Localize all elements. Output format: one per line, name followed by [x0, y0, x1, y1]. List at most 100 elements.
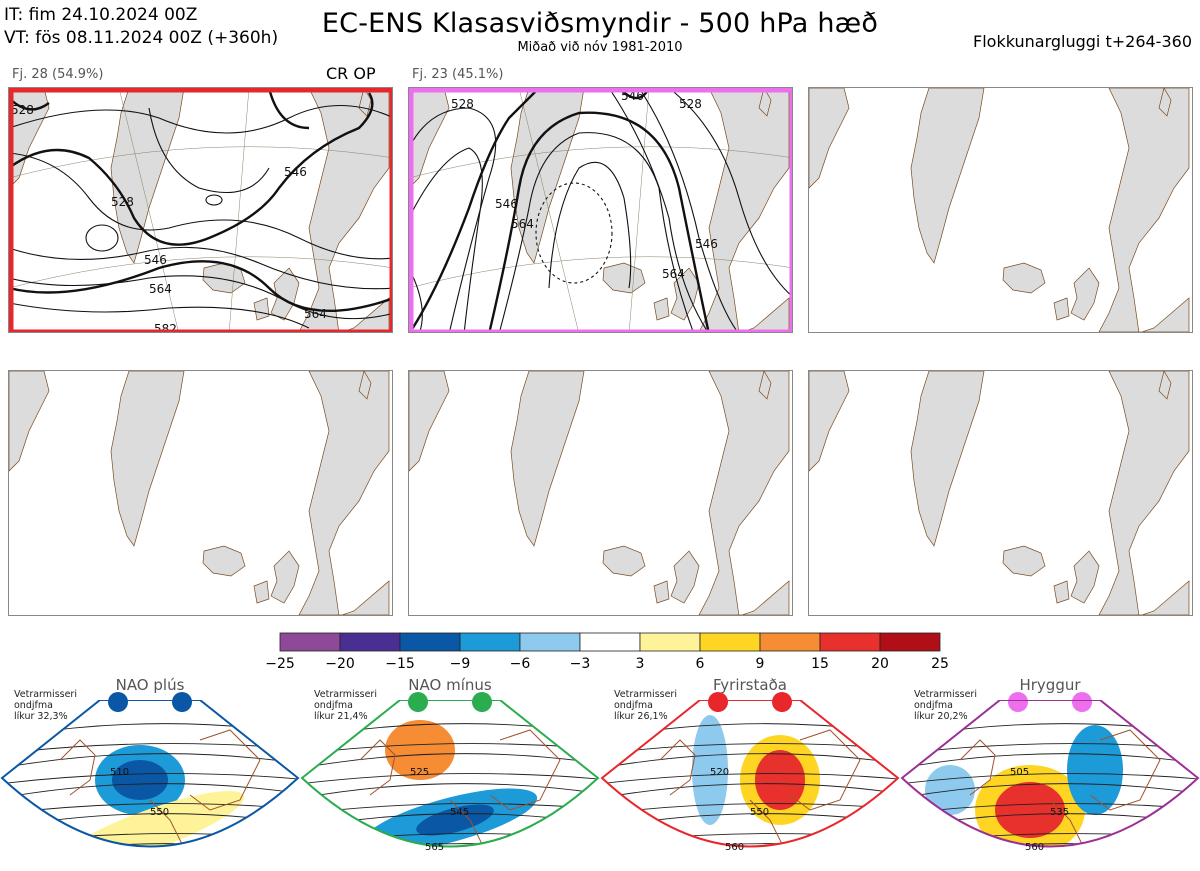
empty-map-panel [8, 370, 393, 616]
colorbar-tick-label: −15 [385, 656, 415, 672]
contour-label: 560 [1025, 842, 1044, 853]
regime-info-line: Vetrarmisseri [914, 689, 977, 700]
colorbar-tick-label: −20 [325, 656, 355, 672]
colorbar-tick-label: 3 [635, 656, 645, 672]
valid-time: VT: fös 08.11.2024 00Z (+360h) [4, 28, 279, 48]
height-contour [902, 753, 1198, 771]
regime-info-line: líkur 21,4% [314, 711, 368, 722]
regime-info-line: líkur 26,1% [614, 711, 668, 722]
cluster-tag: CR OP [326, 64, 376, 83]
empty-map-panel [808, 370, 1193, 616]
contour-label: 535 [1050, 807, 1069, 818]
regime-marker-dot [772, 692, 792, 712]
regime-info-line: ondjfma [314, 700, 353, 711]
regime-info-line: Vetrarmisseri [14, 689, 77, 700]
contour-label: 564 [149, 282, 172, 296]
contour-label: 546 [284, 165, 307, 179]
contour-label: 564 [304, 307, 327, 321]
regime-map: 510 550 [0, 700, 300, 848]
regime-info: Vetrarmisseri ondjfma líkur 21,4% [314, 689, 377, 722]
colorbar-tick-label: 6 [695, 656, 705, 672]
regime-title: NAO plús [115, 676, 185, 694]
contour-label: 525 [410, 767, 429, 778]
cluster-label-2: Fj. 23 (45.1%) [412, 67, 504, 82]
contour-label: 505 [1010, 767, 1029, 778]
regime-info-line: Vetrarmisseri [314, 689, 377, 700]
anomaly-shading [112, 760, 168, 800]
empty-map-panel [808, 87, 1193, 333]
empty-map-panel [408, 370, 793, 616]
cluster-border [9, 88, 392, 332]
height-contour [2, 753, 298, 771]
contour-label: 565 [425, 842, 444, 853]
classification-window: Flokkunargluggi t+264-360 [973, 32, 1192, 51]
anomaly-shading [995, 782, 1065, 838]
contour-label: 560 [725, 842, 744, 853]
cluster-map-1: 528 546 528 546 564 564 582 [9, 88, 392, 332]
anomaly-shading [692, 715, 728, 825]
cluster-label-1: Fj. 28 (54.9%) [12, 67, 104, 82]
regime-info: Vetrarmisseri ondjfma líkur 32,3% [14, 689, 77, 722]
colorbar-swatch [279, 632, 341, 652]
regime-marker-dot [1008, 692, 1028, 712]
contour-label: 528 [11, 103, 34, 117]
height-contour [2, 723, 298, 741]
colorbar-tick-label: −25 [265, 656, 295, 672]
regime-title: NAO mínus [408, 676, 492, 694]
height-contour [602, 773, 898, 786]
base-map [809, 371, 1190, 615]
initial-time: IT: fim 24.10.2024 00Z [4, 5, 198, 25]
anomaly-shading [55, 790, 245, 847]
regime-outline [900, 700, 1200, 848]
coastline [959, 729, 1161, 847]
height-contour [902, 843, 1198, 847]
anomaly-shading [1067, 725, 1123, 815]
regime-marker-dot [472, 692, 492, 712]
height-contour [302, 843, 598, 847]
colorbar-tick-label: 20 [871, 656, 889, 672]
regime-map: 505 535 560 [900, 700, 1200, 853]
height-contour [2, 843, 298, 847]
colorbar-swatch [759, 632, 821, 652]
regime-outline [300, 700, 600, 848]
contour-label: 528 [111, 195, 134, 209]
regime-outline [600, 700, 900, 848]
cluster-map-2: 528 546 528 546 564 564 546 [409, 88, 792, 332]
colorbar-swatch [699, 632, 761, 652]
height-contour [902, 773, 1198, 786]
header-info: IT: fim 24.10.2024 00Z VT: fös 08.11.202… [4, 4, 278, 50]
contour-label: 546 [144, 253, 167, 267]
colorbar-swatch [879, 632, 941, 652]
cluster-panel-2: 528 546 528 546 564 564 546 [408, 87, 793, 333]
regime-marker-dot [708, 692, 728, 712]
colorbar-tick-label: 15 [811, 656, 829, 672]
anomaly-shading [416, 804, 494, 836]
coastline [359, 729, 561, 847]
height-contour [602, 843, 898, 847]
contour-label: 564 [662, 267, 685, 281]
base-map [409, 371, 790, 615]
regime-info-line: líkur 20,2% [914, 711, 968, 722]
anomaly-shading [385, 720, 455, 780]
colorbar-swatch [459, 632, 521, 652]
regime-marker-dot [408, 692, 428, 712]
height-contour [902, 723, 1198, 741]
height-contour [302, 783, 598, 801]
regime-marker-dot [108, 692, 128, 712]
coastline [59, 729, 261, 847]
regime-info: Vetrarmisseri ondjfma líkur 20,2% [914, 689, 977, 722]
regime-marker-dot [1072, 692, 1092, 712]
regime-info: Vetrarmisseri ondjfma líkur 26,1% [614, 689, 677, 722]
colorbar-swatch [819, 632, 881, 652]
page-subtitle: Miðað við nóv 1981-2010 [517, 40, 683, 55]
colorbar [279, 632, 941, 652]
contour-label: 528 [679, 97, 702, 111]
height-contour [2, 783, 298, 801]
colorbar-swatch [639, 632, 701, 652]
colorbar-tick-label: −9 [449, 656, 471, 672]
colorbar-swatch [579, 632, 641, 652]
contour-label: 546 [695, 237, 718, 251]
contour-label: 550 [150, 807, 169, 818]
base-map [809, 88, 1190, 332]
colorbar-tick-label: −3 [569, 656, 591, 672]
